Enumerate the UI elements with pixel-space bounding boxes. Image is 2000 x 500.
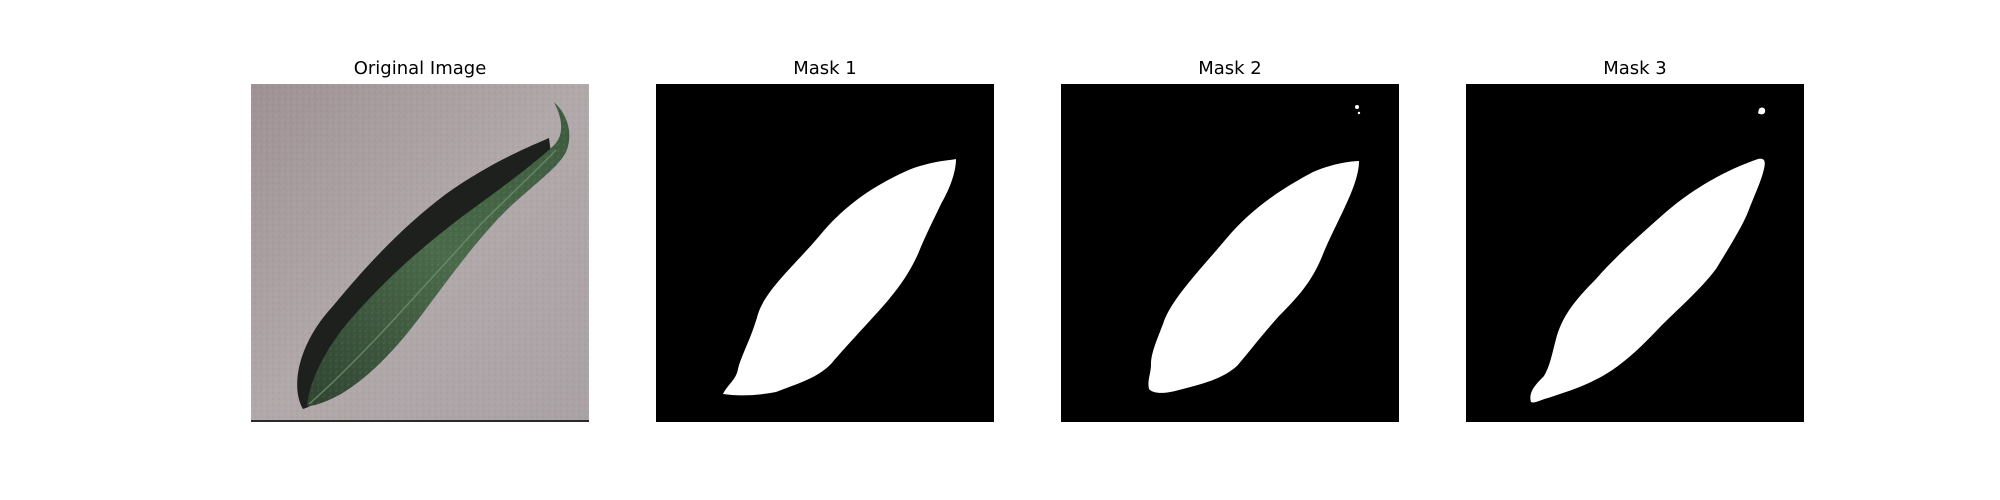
mask-2-image: [1061, 84, 1399, 422]
mask-region: [1530, 158, 1765, 403]
original-image: [251, 84, 589, 422]
panel-mask-3: Mask 3: [1466, 0, 1804, 500]
mask-region: [1148, 161, 1359, 393]
mask-1-image: [656, 84, 994, 422]
panel-title: Mask 2: [1198, 58, 1262, 79]
panel-original-image: Original Image: [251, 0, 589, 500]
mask-speck: [1355, 105, 1359, 109]
mask-speck: [1758, 107, 1766, 115]
panel-mask-2: Mask 2: [1061, 0, 1399, 500]
panel-title: Mask 3: [1603, 58, 1667, 79]
panel-title: Original Image: [353, 58, 487, 79]
panel-title: Mask 1: [793, 58, 857, 79]
leaf-midrib: [308, 149, 557, 405]
mask-3-image: [1466, 84, 1804, 422]
panel-mask-1: Mask 1: [656, 0, 994, 500]
mask-region: [723, 159, 956, 396]
